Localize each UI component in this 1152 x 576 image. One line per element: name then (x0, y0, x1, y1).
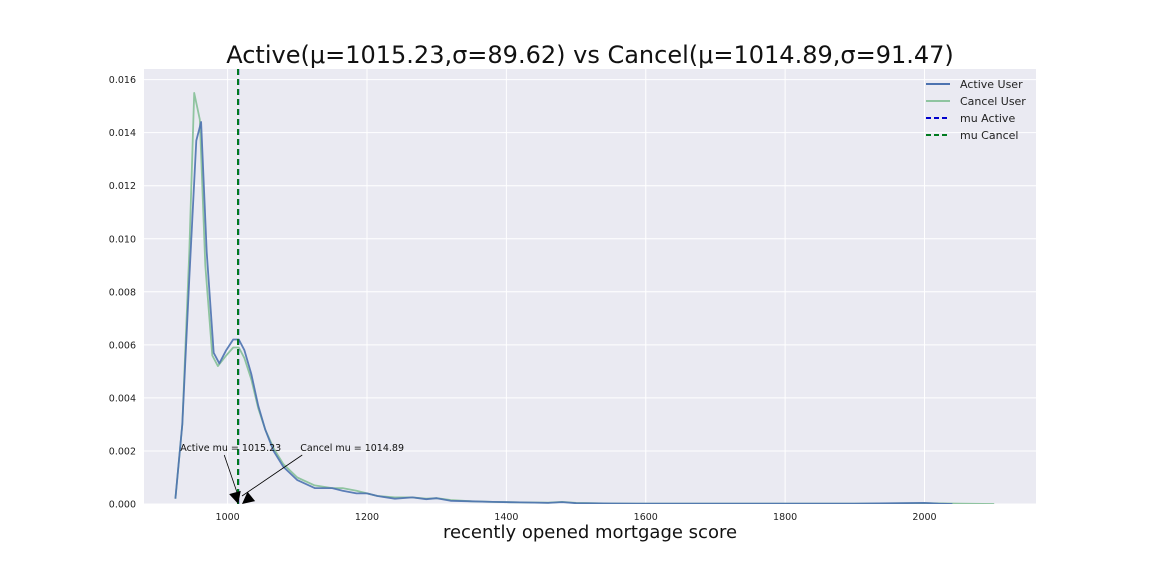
x-tick-label: 1600 (634, 512, 658, 523)
plot-area (144, 69, 1036, 504)
annotation-arrowhead (229, 490, 241, 504)
chart-title: Active(μ=1015.23,σ=89.62) vs Cancel(μ=10… (226, 41, 954, 69)
legend-item-cancel-user: Cancel User (926, 95, 1026, 108)
x-axis-label: recently opened mortgage score (443, 522, 737, 543)
legend-label: mu Cancel (960, 129, 1018, 142)
annotations: Active mu = 1015.23 Cancel mu = 1014.89 (180, 443, 404, 504)
annotation-arrow-line (223, 454, 239, 497)
legend-item-mu-cancel: mu Cancel (926, 129, 1018, 142)
y-tick-label: 0.002 (109, 446, 136, 457)
legend-label: mu Active (960, 112, 1015, 125)
y-tick-label: 0.010 (109, 234, 136, 245)
y-tick-label: 0.016 (109, 75, 136, 86)
x-tick-label: 1000 (216, 512, 240, 523)
annotation-arrow-line (241, 454, 303, 497)
tick-labels: 1000 1200 1400 1600 1800 2000 0.000 0.002 0.004 0… (109, 75, 937, 523)
x-tick-label: 2000 (912, 512, 936, 523)
series-layer (174, 92, 995, 504)
x-tick-label: 1200 (355, 512, 379, 523)
cancel-mu-annotation: Cancel mu = 1014.89 (300, 443, 404, 454)
y-tick-label: 0.014 (109, 128, 136, 139)
legend-label: Active User (960, 78, 1023, 91)
y-tick-label: 0.004 (109, 393, 136, 404)
active-mu-annotation: Active mu = 1015.23 (180, 443, 281, 454)
legend: Active User Cancel User mu Active mu Cancel (926, 78, 1026, 142)
y-tick-label: 0.012 (109, 181, 136, 192)
annotation-arrowhead (242, 491, 256, 504)
y-tick-label: 0.000 (109, 500, 136, 511)
x-tick-label: 1800 (773, 512, 797, 523)
legend-item-active-user: Active User (926, 78, 1023, 91)
y-tick-label: 0.006 (109, 340, 136, 351)
y-tick-label: 0.008 (109, 287, 136, 298)
legend-label: Cancel User (960, 95, 1026, 108)
active-user-line (174, 121, 953, 504)
grid-lines (144, 69, 1036, 505)
legend-item-mu-active: mu Active (926, 112, 1015, 125)
x-tick-label: 1400 (494, 512, 518, 523)
